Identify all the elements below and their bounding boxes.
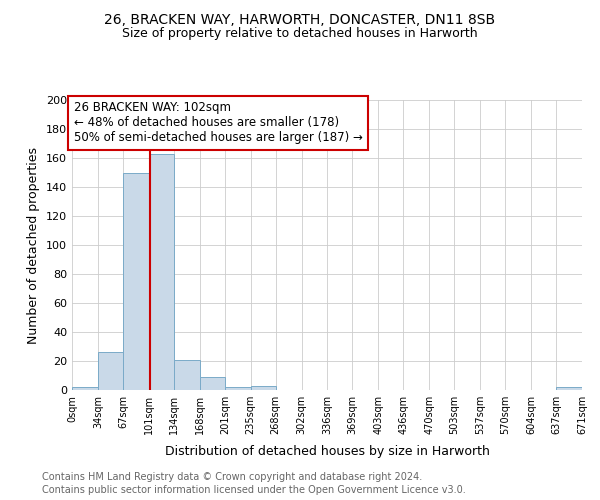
Bar	[556, 387, 582, 390]
X-axis label: Distribution of detached houses by size in Harworth: Distribution of detached houses by size …	[164, 446, 490, 458]
Text: Contains public sector information licensed under the Open Government Licence v3: Contains public sector information licen…	[42, 485, 466, 495]
Y-axis label: Number of detached properties: Number of detached properties	[28, 146, 40, 344]
Bar	[149, 154, 174, 390]
Text: Contains HM Land Registry data © Crown copyright and database right 2024.: Contains HM Land Registry data © Crown c…	[42, 472, 422, 482]
Bar	[98, 352, 123, 390]
Bar	[200, 377, 225, 390]
Text: 26 BRACKEN WAY: 102sqm
← 48% of detached houses are smaller (178)
50% of semi-de: 26 BRACKEN WAY: 102sqm ← 48% of detached…	[74, 102, 362, 144]
Bar	[225, 387, 251, 390]
Bar	[123, 172, 149, 390]
Bar	[174, 360, 200, 390]
Bar	[72, 387, 98, 390]
Text: Size of property relative to detached houses in Harworth: Size of property relative to detached ho…	[122, 28, 478, 40]
Text: 26, BRACKEN WAY, HARWORTH, DONCASTER, DN11 8SB: 26, BRACKEN WAY, HARWORTH, DONCASTER, DN…	[104, 12, 496, 26]
Bar	[251, 386, 275, 390]
